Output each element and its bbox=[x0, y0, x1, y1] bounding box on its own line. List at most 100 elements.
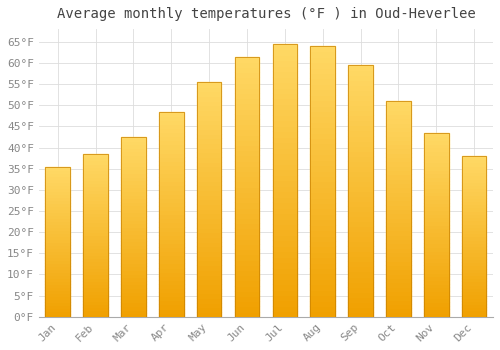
Bar bbox=[424, 195, 448, 199]
Bar bbox=[84, 206, 108, 209]
Bar bbox=[46, 281, 70, 284]
Bar bbox=[197, 298, 222, 303]
Bar bbox=[348, 261, 373, 266]
Bar bbox=[348, 65, 373, 70]
Bar bbox=[424, 188, 448, 192]
Bar bbox=[197, 241, 222, 246]
Bar bbox=[121, 256, 146, 259]
Bar bbox=[159, 112, 184, 317]
Bar bbox=[197, 110, 222, 115]
Bar bbox=[46, 284, 70, 287]
Bar bbox=[121, 180, 146, 184]
Bar bbox=[348, 297, 373, 302]
Bar bbox=[424, 147, 448, 151]
Bar bbox=[234, 176, 260, 182]
Bar bbox=[46, 254, 70, 257]
Bar bbox=[234, 140, 260, 145]
Bar bbox=[272, 186, 297, 191]
Bar bbox=[462, 236, 486, 240]
Bar bbox=[348, 221, 373, 226]
Bar bbox=[462, 233, 486, 236]
Bar bbox=[159, 218, 184, 222]
Bar bbox=[386, 278, 410, 282]
Bar bbox=[386, 257, 410, 261]
Bar bbox=[46, 178, 70, 182]
Bar bbox=[310, 100, 335, 106]
Bar bbox=[272, 312, 297, 317]
Bar bbox=[272, 136, 297, 142]
Bar bbox=[197, 101, 222, 105]
Bar bbox=[424, 239, 448, 243]
Bar bbox=[462, 301, 486, 304]
Bar bbox=[424, 309, 448, 313]
Bar bbox=[121, 155, 146, 159]
Bar bbox=[84, 232, 108, 235]
Bar bbox=[234, 130, 260, 135]
Bar bbox=[424, 232, 448, 236]
Bar bbox=[424, 313, 448, 317]
Bar bbox=[386, 101, 410, 317]
Bar bbox=[84, 222, 108, 225]
Bar bbox=[424, 173, 448, 177]
Bar bbox=[197, 185, 222, 190]
Bar bbox=[348, 216, 373, 221]
Bar bbox=[348, 176, 373, 181]
Bar bbox=[84, 255, 108, 258]
Bar bbox=[234, 301, 260, 306]
Bar bbox=[121, 310, 146, 313]
Bar bbox=[234, 88, 260, 93]
Bar bbox=[121, 137, 146, 141]
Bar bbox=[46, 182, 70, 184]
Bar bbox=[386, 226, 410, 231]
Bar bbox=[272, 300, 297, 306]
Bar bbox=[121, 148, 146, 151]
Bar bbox=[424, 155, 448, 159]
Bar bbox=[84, 284, 108, 287]
Bar bbox=[386, 118, 410, 122]
Bar bbox=[272, 60, 297, 66]
Bar bbox=[159, 128, 184, 132]
Bar bbox=[272, 197, 297, 202]
Bar bbox=[121, 288, 146, 292]
Bar bbox=[272, 262, 297, 268]
Bar bbox=[46, 197, 70, 199]
Bar bbox=[84, 261, 108, 265]
Bar bbox=[272, 159, 297, 164]
Bar bbox=[234, 213, 260, 218]
Bar bbox=[234, 93, 260, 98]
Bar bbox=[84, 199, 108, 203]
Bar bbox=[84, 174, 108, 177]
Bar bbox=[46, 245, 70, 248]
Bar bbox=[386, 265, 410, 270]
Bar bbox=[386, 295, 410, 300]
Bar bbox=[46, 251, 70, 254]
Bar bbox=[84, 216, 108, 219]
Bar bbox=[424, 269, 448, 273]
Bar bbox=[272, 306, 297, 312]
Bar bbox=[424, 159, 448, 162]
Bar bbox=[310, 160, 335, 165]
Bar bbox=[348, 246, 373, 251]
Bar bbox=[272, 71, 297, 77]
Bar bbox=[159, 235, 184, 239]
Bar bbox=[159, 181, 184, 186]
Bar bbox=[462, 275, 486, 278]
Bar bbox=[84, 291, 108, 294]
Bar bbox=[348, 166, 373, 171]
Bar bbox=[84, 304, 108, 307]
Bar bbox=[121, 195, 146, 198]
Bar bbox=[386, 153, 410, 157]
Bar bbox=[121, 212, 146, 216]
Bar bbox=[159, 148, 184, 153]
Bar bbox=[46, 311, 70, 314]
Bar bbox=[121, 234, 146, 238]
Bar bbox=[310, 95, 335, 100]
Bar bbox=[462, 304, 486, 307]
Bar bbox=[386, 140, 410, 144]
Bar bbox=[386, 179, 410, 183]
Bar bbox=[272, 230, 297, 235]
Bar bbox=[121, 137, 146, 317]
Bar bbox=[46, 299, 70, 302]
Bar bbox=[234, 228, 260, 233]
Bar bbox=[310, 181, 335, 187]
